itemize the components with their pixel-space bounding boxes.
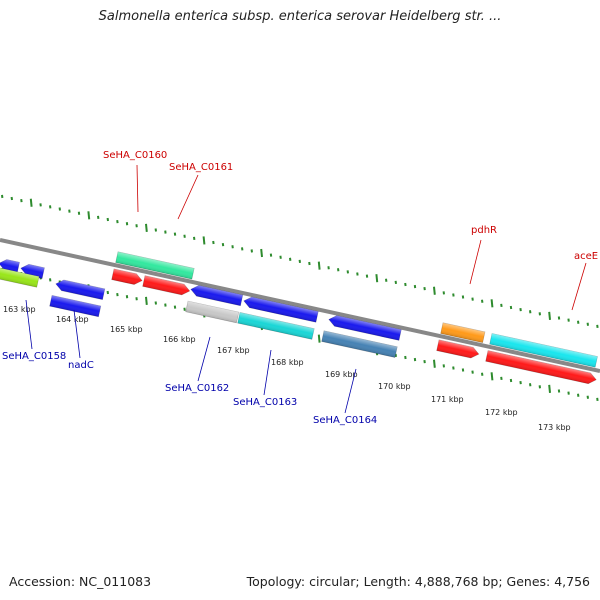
tick-mark xyxy=(317,261,321,270)
scale-tick-label: 170 kbp xyxy=(378,382,411,391)
tick-mark xyxy=(145,223,148,232)
gene-SeHA_C0163 xyxy=(243,296,319,323)
callout-line xyxy=(571,262,587,311)
tick-mark xyxy=(548,311,551,321)
tick-mark xyxy=(548,384,551,394)
gene-SeHA_C0164 xyxy=(328,315,402,341)
callout-line xyxy=(177,174,199,220)
tick-mark xyxy=(87,211,91,220)
gene-aceE xyxy=(489,333,598,368)
gene-red-2 xyxy=(485,350,597,385)
scale-tick-label: 163 kbp xyxy=(3,305,36,314)
gene-label: SeHA_C0161 xyxy=(169,162,233,173)
tick-mark xyxy=(490,372,494,381)
tick-mark xyxy=(317,334,321,343)
scale-tick-label: 169 kbp xyxy=(325,370,358,379)
outer-tick-ring xyxy=(1,194,599,329)
scale-tick-label: 165 kbp xyxy=(110,325,143,334)
tick-mark xyxy=(29,198,33,207)
gene-label: SeHA_C0162 xyxy=(165,383,229,394)
gene-grey xyxy=(185,300,240,324)
scale-tick-label: 172 kbp xyxy=(485,408,518,417)
callout-line xyxy=(469,239,482,285)
tick-mark xyxy=(145,296,148,305)
scale-labels: 163 kbp 164 kbp 165 kbp 166 kbp 167 kbp 168 k… xyxy=(3,305,571,432)
gene-cyan xyxy=(237,312,315,340)
map-title: Salmonella enterica subsp. enterica sero… xyxy=(98,9,502,24)
callout-line xyxy=(136,164,139,213)
scale-tick-label: 166 kbp xyxy=(163,335,196,344)
gene-rev-3 xyxy=(49,294,102,318)
feature-track xyxy=(0,251,598,385)
genome-backbone xyxy=(0,238,600,373)
scale-tick-label: 167 kbp xyxy=(217,346,250,355)
gene-nadC xyxy=(55,279,106,301)
tick-mark xyxy=(433,359,436,368)
accession-label: Accession: NC_011083 xyxy=(9,574,152,589)
gene-SeHA_C0160 xyxy=(115,251,195,280)
callout-line xyxy=(263,349,272,396)
tick-mark xyxy=(433,286,436,295)
genome-stats: Topology: circular; Length: 4,888,768 bp… xyxy=(246,574,590,589)
tick-mark xyxy=(260,248,263,258)
gene-pdhR xyxy=(440,322,486,343)
scale-tick-label: 164 kbp xyxy=(56,315,89,324)
gene-SeHA_C0161 xyxy=(111,268,143,285)
callout-line xyxy=(73,309,81,359)
gene-SeHA_C0161b xyxy=(142,275,191,296)
gene-green-1 xyxy=(0,267,40,288)
scale-tick-label: 171 kbp xyxy=(431,395,464,404)
gene-label: SeHA_C0158 xyxy=(2,351,66,362)
tick-mark xyxy=(375,274,379,283)
gene-label: SeHA_C0160 xyxy=(103,150,167,161)
gene-SeHA_C0162 xyxy=(190,285,244,307)
gene-label: pdhR xyxy=(471,225,497,236)
scale-tick-label: 168 kbp xyxy=(271,358,304,367)
gene-red-1 xyxy=(436,339,480,359)
scale-tick-label: 173 kbp xyxy=(538,423,571,432)
tick-mark xyxy=(490,299,494,308)
tick-mark xyxy=(202,236,206,245)
gene-label: aceE xyxy=(574,251,598,262)
gene-label: SeHA_C0163 xyxy=(233,397,297,408)
callout-line xyxy=(197,336,211,382)
callout-line xyxy=(25,299,33,350)
callout-line xyxy=(344,368,357,414)
gene-label: nadC xyxy=(68,360,94,371)
gene-label: SeHA_C0164 xyxy=(313,415,377,426)
gene-steel xyxy=(321,330,398,358)
